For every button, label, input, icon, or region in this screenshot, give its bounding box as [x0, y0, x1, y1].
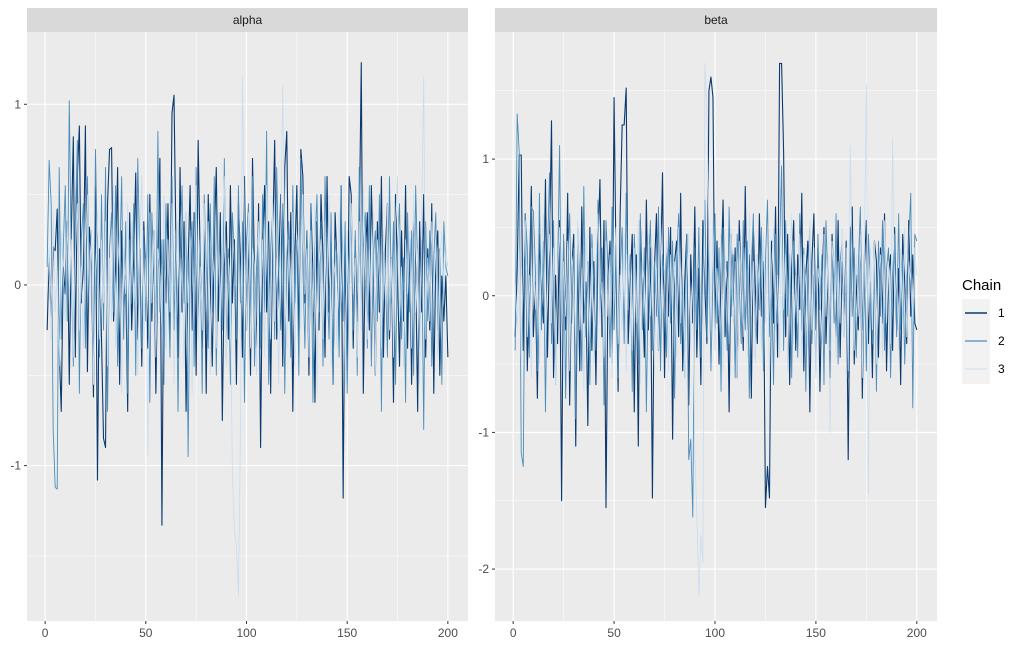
y-tick-label: 0 [14, 278, 21, 292]
trace-line-chain-2 [46, 100, 449, 490]
x-tick-label: 200 [907, 626, 927, 640]
x-tick-label: 150 [337, 626, 357, 640]
legend: Chain 1 2 3 [962, 277, 1005, 384]
panel-alpha: alpha 0 50 100 150 200 -1 0 1 [10, 8, 468, 640]
legend-label-chain-3: 3 [998, 362, 1005, 376]
y-tick-label: -1 [478, 425, 489, 439]
legend-label-chain-1: 1 [998, 306, 1005, 320]
facet-panels: alpha 0 50 100 150 200 -1 0 1 beta 0 50 100 150 200 -2 -… [10, 8, 937, 640]
x-tick-label: 100 [236, 626, 256, 640]
x-tick-label: 150 [806, 626, 826, 640]
strip-label: alpha [233, 13, 263, 27]
trace-line-chain-2 [514, 113, 918, 518]
y-tick-label: 0 [482, 289, 489, 303]
y-tick-label: 1 [14, 97, 21, 111]
x-tick-label: 200 [438, 626, 458, 640]
x-tick-label: 0 [42, 626, 49, 640]
y-tick-label: -2 [478, 562, 489, 576]
x-tick-label: 50 [607, 626, 621, 640]
trace-line-chain-3 [514, 63, 918, 597]
x-tick-label: 100 [705, 626, 725, 640]
strip-beta [495, 8, 937, 32]
strip-label: beta [704, 13, 728, 27]
legend-title: Chain [962, 277, 1001, 294]
panel-beta: beta 0 50 100 150 200 -2 -1 0 1 [478, 8, 937, 640]
trace-line-chain-3 [46, 76, 449, 597]
y-tick-label: -1 [10, 459, 21, 473]
legend-label-chain-2: 2 [998, 334, 1005, 348]
y-tick-label: 1 [482, 152, 489, 166]
x-tick-label: 0 [510, 626, 517, 640]
strip-alpha [27, 8, 468, 32]
x-tick-label: 50 [139, 626, 153, 640]
